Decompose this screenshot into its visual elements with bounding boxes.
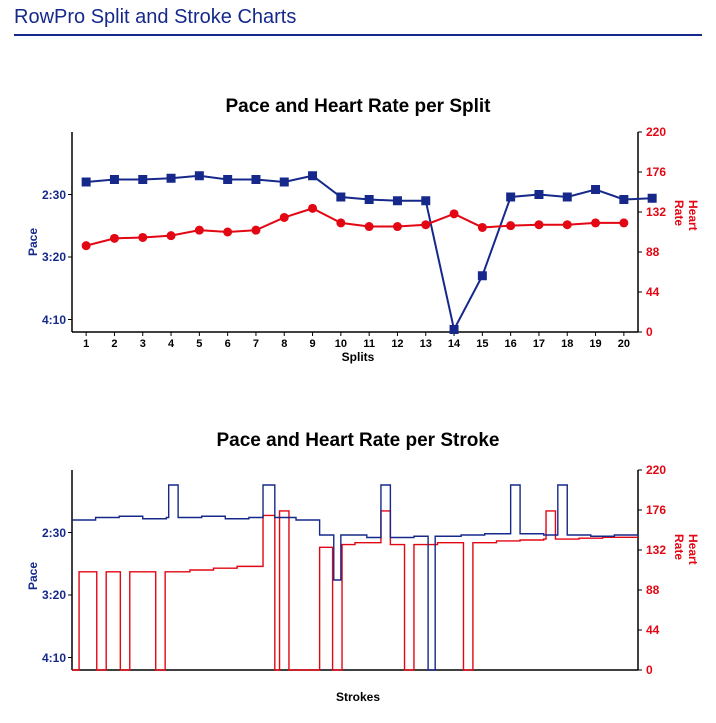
stroke-chart <box>0 0 716 723</box>
chart1-ytick-right: 176 <box>646 165 686 179</box>
chart2-ytick-right: 176 <box>646 503 686 517</box>
chart1-xtick: 2 <box>104 338 124 350</box>
chart1-xtick: 6 <box>218 338 238 350</box>
chart1-xtick: 20 <box>614 338 634 350</box>
chart1-ytick-left: 4:10 <box>26 313 66 327</box>
chart1-xtick: 19 <box>586 338 606 350</box>
chart1-xtick: 16 <box>501 338 521 350</box>
chart1-xtick: 12 <box>387 338 407 350</box>
chart2-left-axis-label: Pace <box>26 562 40 590</box>
chart1-ytick-right: 44 <box>646 285 686 299</box>
chart1-xtick: 9 <box>303 338 323 350</box>
chart1-ytick-right: 220 <box>646 125 686 139</box>
chart1-xtick: 8 <box>274 338 294 350</box>
chart1-ytick-right: 132 <box>646 205 686 219</box>
chart1-xtick: 5 <box>189 338 209 350</box>
chart2-ytick-right: 88 <box>646 583 686 597</box>
chart2-ytick-right: 0 <box>646 663 686 677</box>
chart1-xtick: 4 <box>161 338 181 350</box>
chart2-x-label: Strokes <box>0 690 716 704</box>
chart1-xtick: 17 <box>529 338 549 350</box>
chart2-ytick-right: 44 <box>646 623 686 637</box>
chart1-xtick: 13 <box>416 338 436 350</box>
chart1-ytick-right: 88 <box>646 245 686 259</box>
chart2-ytick-right: 220 <box>646 463 686 477</box>
chart1-xtick: 18 <box>557 338 577 350</box>
chart1-ytick-left: 3:20 <box>26 250 66 264</box>
chart1-xtick: 11 <box>359 338 379 350</box>
chart1-xtick: 1 <box>76 338 96 350</box>
chart1-xtick: 10 <box>331 338 351 350</box>
chart2-ytick-left: 4:10 <box>26 651 66 665</box>
chart2-ytick-left: 2:30 <box>26 526 66 540</box>
chart1-xtick: 14 <box>444 338 464 350</box>
chart2-ytick-right: 132 <box>646 543 686 557</box>
chart2-ytick-left: 3:20 <box>26 588 66 602</box>
chart1-xtick: 15 <box>472 338 492 350</box>
chart1-xtick: 7 <box>246 338 266 350</box>
chart1-ytick-left: 2:30 <box>26 188 66 202</box>
chart1-xtick: 3 <box>133 338 153 350</box>
chart1-ytick-right: 0 <box>646 325 686 339</box>
